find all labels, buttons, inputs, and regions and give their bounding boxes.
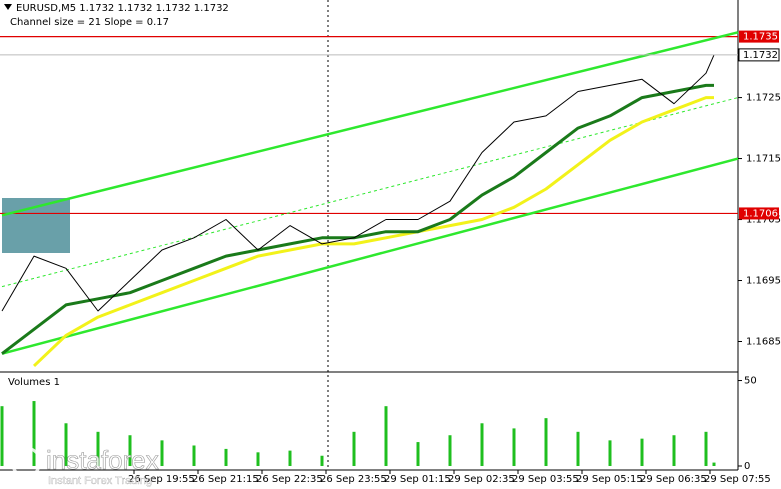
x-tick-label: 29 Sep 01:15	[384, 474, 451, 485]
watermark: instaforex Instant Forex Trading	[10, 445, 159, 487]
volume-bar	[416, 442, 420, 466]
y-tick-label: 1.1725	[746, 93, 781, 104]
volume-bar	[480, 423, 484, 466]
volume-bar	[32, 401, 36, 466]
volume-bar	[448, 435, 452, 466]
menu-arrow	[4, 4, 12, 10]
y-tick-label: 1.1705	[746, 215, 781, 226]
channel-upper	[1, 31, 739, 217]
watermark-logo	[10, 446, 42, 478]
level-label-box	[739, 207, 779, 220]
x-tick-label: 29 Sep 02:35	[448, 474, 515, 485]
volume-bar	[704, 431, 708, 466]
price-line	[1, 54, 715, 312]
last-price-label: 1.1732	[743, 50, 778, 61]
x-tick-label: 26 Sep 23:55	[320, 474, 387, 485]
volume-bar	[608, 440, 612, 466]
volume-bar	[320, 455, 324, 466]
x-tick-label: 29 Sep 03:55	[512, 474, 579, 485]
watermark-brand: instaforex	[46, 445, 159, 475]
volume-bar	[712, 462, 716, 466]
volume-bar	[0, 406, 4, 466]
volume-bar	[352, 431, 356, 466]
volume-bar	[544, 418, 548, 466]
moving-average	[1, 83, 714, 355]
y-tick-label: 1.1715	[746, 154, 781, 165]
volume-bar	[192, 445, 196, 466]
x-tick-label: 29 Sep 05:15	[576, 474, 643, 485]
x-tick-label: 26 Sep 19:55	[128, 474, 195, 485]
level-label: 1.1706	[743, 208, 778, 219]
plot-area	[0, 31, 739, 367]
volume-bar	[64, 423, 68, 466]
volume-title: Volumes 1	[8, 377, 60, 388]
watermark-tagline: Instant Forex Trading	[48, 475, 152, 487]
y-tick-label: 1.1685	[746, 337, 781, 348]
volume-bar	[672, 435, 676, 466]
volume-bar	[128, 435, 132, 466]
volume-tick-label: 50	[744, 376, 757, 387]
chart-title: EURUSD,M5 1.1732 1.1732 1.1732 1.1732	[16, 3, 229, 14]
last-price-box	[738, 48, 780, 62]
level-label: 1.1735	[743, 32, 778, 43]
volume-bar	[288, 450, 292, 466]
channel-middle	[1, 97, 739, 288]
x-tick-label: 29 Sep 06:35	[640, 474, 707, 485]
volume-bar	[384, 406, 388, 466]
y-tick-label: 1.1695	[746, 276, 781, 287]
chart-subtitle: Channel size = 21 Slope = 0.17	[10, 17, 169, 28]
volume-bar	[160, 440, 164, 466]
volume-bar	[512, 428, 516, 466]
channel-lower	[1, 157, 739, 355]
volume-bar	[576, 431, 580, 466]
x-tick-label: 26 Sep 21:15	[192, 474, 259, 485]
x-tick-label: 26 Sep 22:35	[256, 474, 323, 485]
volume-bar	[96, 431, 100, 466]
volume-bar	[224, 448, 228, 466]
volume-tick-label: 0	[744, 461, 750, 472]
volume-bar	[256, 452, 260, 466]
x-tick-label: 29 Sep 07:55	[704, 474, 771, 485]
level-label-box	[739, 30, 779, 43]
volume-bar	[640, 438, 644, 466]
moving-average	[32, 96, 714, 367]
